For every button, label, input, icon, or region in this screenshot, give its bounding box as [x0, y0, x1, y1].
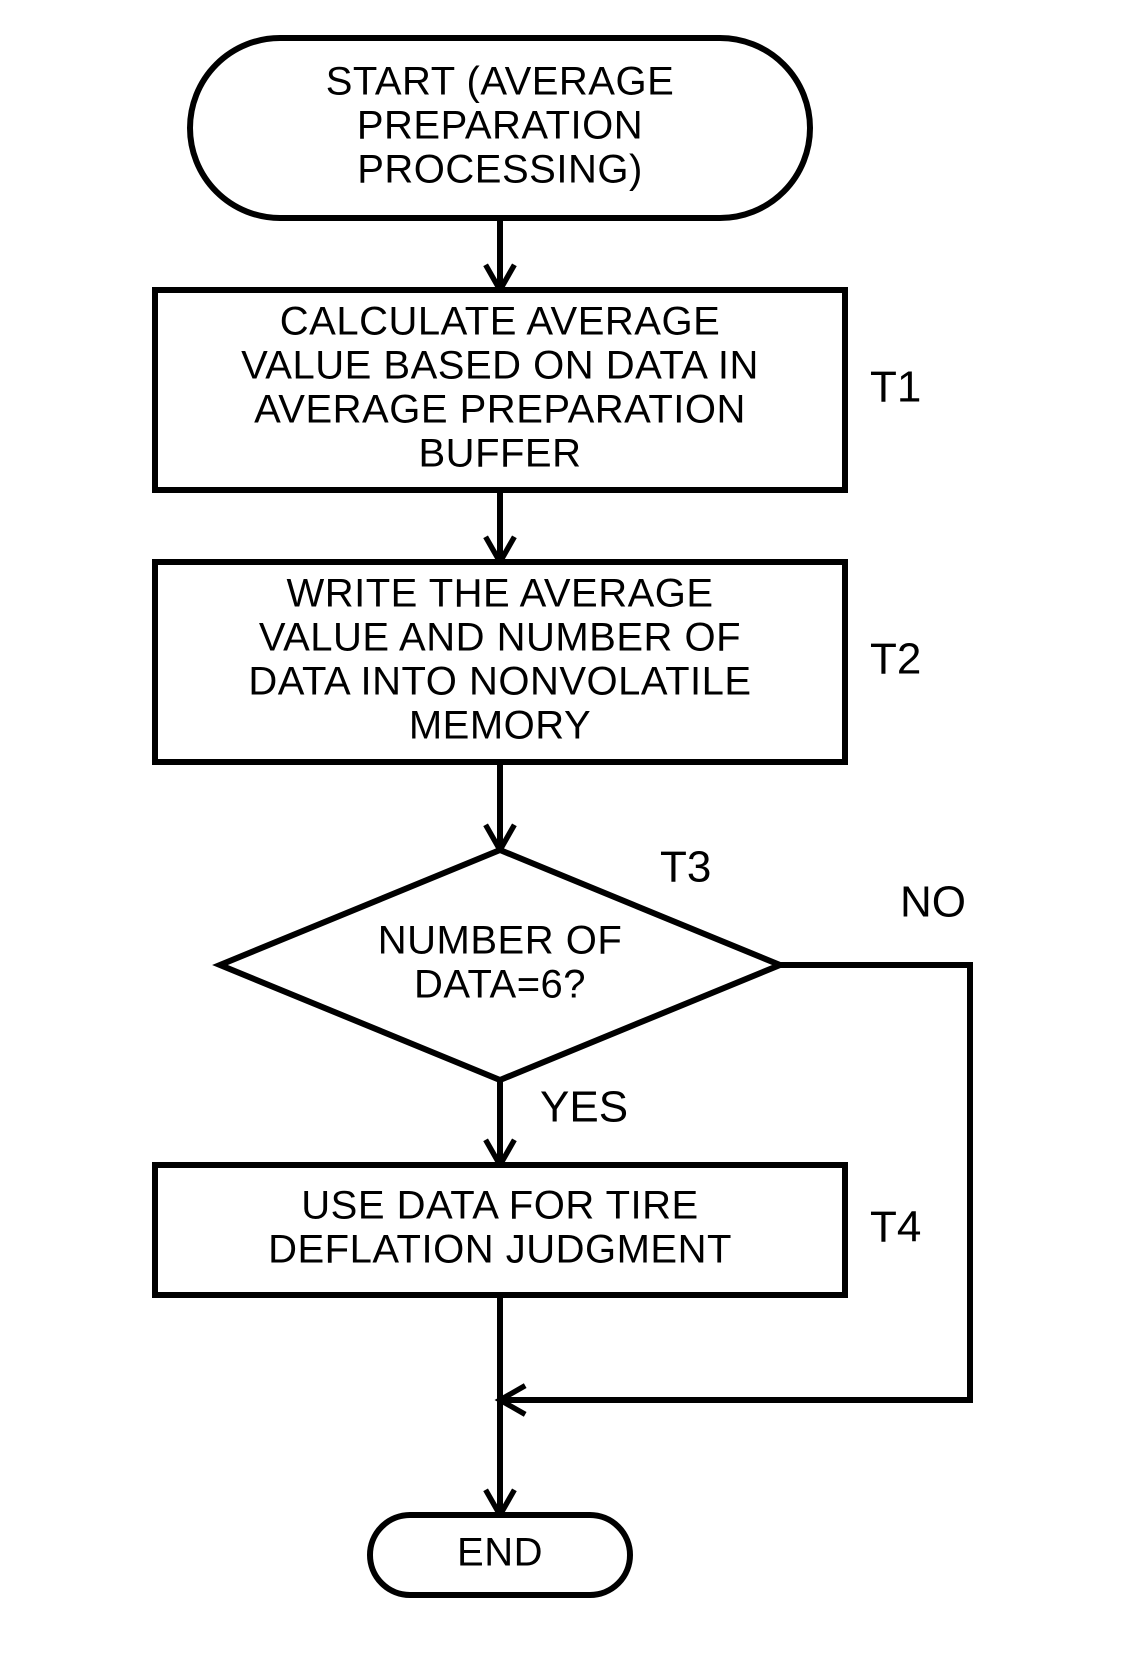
branch-yes: YES: [540, 1083, 628, 1132]
svg-text:PREPARATION: PREPARATION: [357, 104, 643, 148]
svg-text:NUMBER OF: NUMBER OF: [378, 919, 623, 963]
node-t2: WRITE THE AVERAGEVALUE AND NUMBER OFDATA…: [155, 562, 845, 762]
svg-text:END: END: [457, 1531, 543, 1575]
label-t2: T2: [870, 635, 921, 684]
node-t4: USE DATA FOR TIREDEFLATION JUDGMENT: [155, 1165, 845, 1295]
svg-text:BUFFER: BUFFER: [419, 432, 582, 476]
branch-no: NO: [900, 878, 966, 927]
svg-text:START (AVERAGE: START (AVERAGE: [326, 60, 675, 104]
node-end: END: [370, 1515, 630, 1595]
svg-text:CALCULATE AVERAGE: CALCULATE AVERAGE: [280, 300, 721, 344]
svg-text:WRITE THE AVERAGE: WRITE THE AVERAGE: [286, 572, 713, 616]
svg-text:VALUE AND NUMBER OF: VALUE AND NUMBER OF: [259, 616, 741, 660]
svg-text:PROCESSING): PROCESSING): [357, 148, 643, 192]
svg-text:DATA INTO NONVOLATILE: DATA INTO NONVOLATILE: [248, 660, 751, 704]
svg-text:VALUE BASED ON DATA IN: VALUE BASED ON DATA IN: [241, 344, 759, 388]
svg-text:AVERAGE PREPARATION: AVERAGE PREPARATION: [254, 388, 746, 432]
svg-text:MEMORY: MEMORY: [409, 704, 591, 748]
label-t3: T3: [660, 843, 711, 892]
svg-text:DEFLATION JUDGMENT: DEFLATION JUDGMENT: [268, 1228, 732, 1272]
svg-text:DATA=6?: DATA=6?: [414, 963, 586, 1007]
label-t4: T4: [870, 1203, 921, 1252]
node-start: START (AVERAGEPREPARATIONPROCESSING): [190, 38, 810, 218]
svg-text:USE DATA FOR TIRE: USE DATA FOR TIRE: [301, 1184, 698, 1228]
node-t1: CALCULATE AVERAGEVALUE BASED ON DATA INA…: [155, 290, 845, 490]
label-t1: T1: [870, 363, 921, 412]
